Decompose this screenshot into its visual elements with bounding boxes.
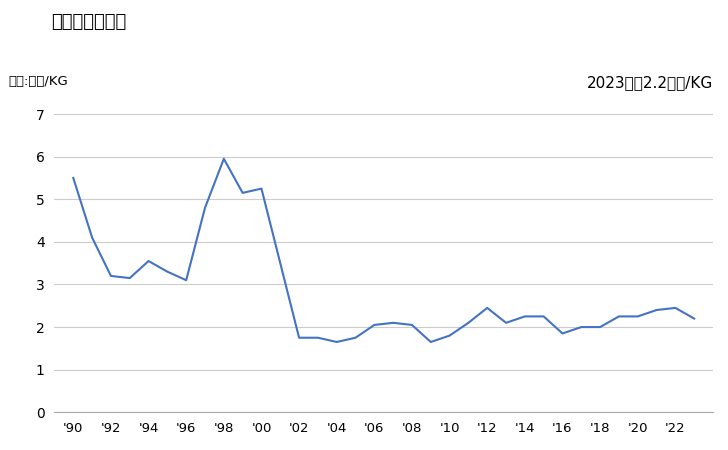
Text: 2023年：2.2万円/KG: 2023年：2.2万円/KG bbox=[587, 75, 713, 90]
Text: 輸出価格の推移: 輸出価格の推移 bbox=[51, 14, 126, 32]
Text: 単位:万円/KG: 単位:万円/KG bbox=[9, 75, 68, 88]
